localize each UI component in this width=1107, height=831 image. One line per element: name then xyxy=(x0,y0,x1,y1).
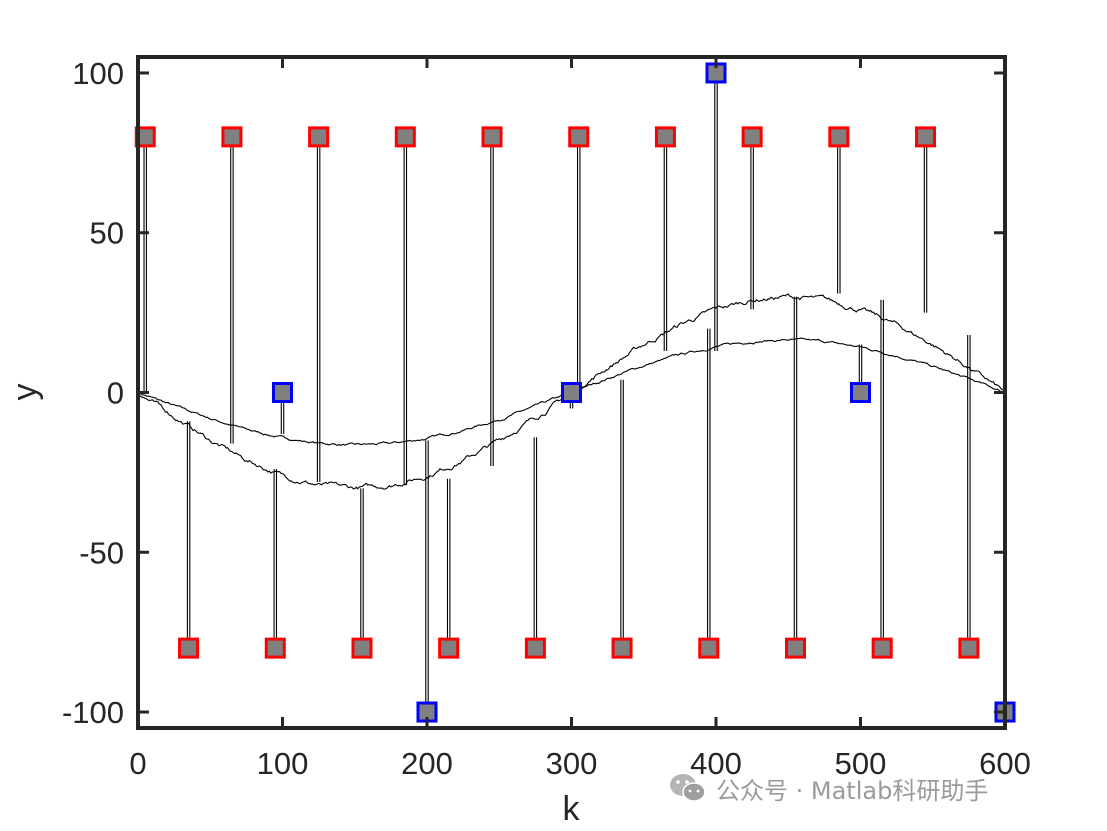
square-marker-2 xyxy=(178,637,200,659)
square-marker-7 xyxy=(351,637,373,659)
x-tick-label: 500 xyxy=(835,746,887,781)
square-marker-19 xyxy=(741,126,763,148)
square-marker-25 xyxy=(958,637,980,659)
square-marker-3 xyxy=(221,126,243,148)
y-tick-label: -50 xyxy=(79,535,124,570)
y-tick-label: 0 xyxy=(107,376,124,411)
square-marker-4 xyxy=(264,637,286,659)
square-marker-17 xyxy=(698,637,720,659)
wechat-icon xyxy=(670,774,706,802)
y-axis-title: y xyxy=(6,384,44,401)
x-tick-label: 200 xyxy=(401,746,453,781)
stem-markers xyxy=(134,62,1016,723)
x-tick-label: 300 xyxy=(546,746,598,781)
square-marker-11 xyxy=(481,126,503,148)
square-marker-13 xyxy=(561,382,582,403)
square-marker-16 xyxy=(654,126,676,148)
square-marker-15 xyxy=(611,637,633,659)
x-tick-label: 400 xyxy=(690,746,742,781)
y-tick-label: 50 xyxy=(90,216,124,251)
x-axis-title: k xyxy=(563,790,581,828)
square-marker-14 xyxy=(568,126,590,148)
square-marker-22 xyxy=(850,382,871,403)
square-marker-10 xyxy=(438,637,460,659)
square-marker-12 xyxy=(524,637,546,659)
square-marker-8 xyxy=(394,126,416,148)
watermark-text: 公众号 · Matlab科研助手 xyxy=(716,776,989,805)
watermark: 公众号 · Matlab科研助手 xyxy=(668,768,988,808)
square-marker-24 xyxy=(915,126,937,148)
y-tick-label: -100 xyxy=(62,695,124,730)
square-marker-20 xyxy=(784,637,806,659)
plot-area xyxy=(137,72,1007,713)
axes: 0 100 200 300 400 500 600 -100 -50 0 50 100 xyxy=(62,55,1031,781)
x-tick-label: 600 xyxy=(979,746,1031,781)
x-tick-label: 100 xyxy=(257,746,309,781)
square-marker-5 xyxy=(272,382,293,403)
y-tick-label: 100 xyxy=(72,56,124,91)
square-marker-23 xyxy=(871,637,893,659)
x-tick-label: 0 xyxy=(129,746,146,781)
square-marker-21 xyxy=(828,126,850,148)
square-marker-6 xyxy=(308,126,330,148)
